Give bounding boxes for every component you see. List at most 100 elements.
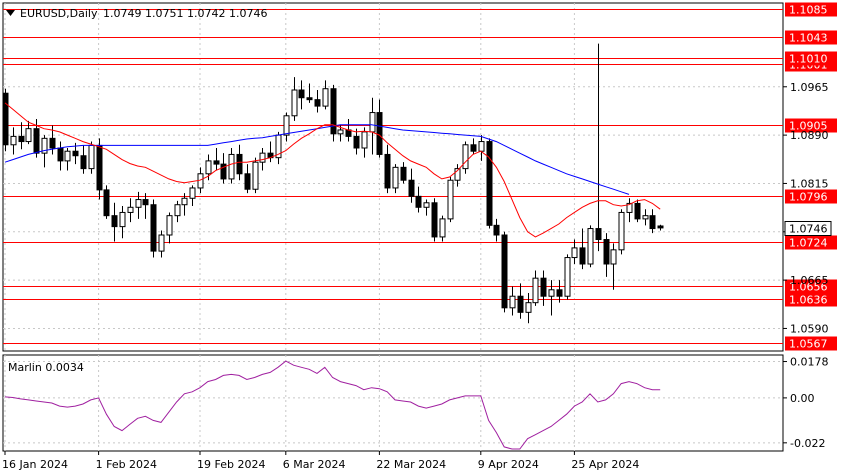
- price-axis-tick-label: 1.0965: [790, 81, 829, 94]
- candle-body-bullish: [259, 152, 266, 163]
- candle: [150, 199, 157, 258]
- date-axis-tick-label: 16 Jan 2024: [2, 458, 68, 471]
- candle-body-bullish: [642, 215, 649, 220]
- candle-body-bullish: [252, 161, 259, 190]
- candle: [111, 202, 118, 242]
- level-badge-label: 1.0905: [789, 120, 828, 133]
- candle-body-bullish: [25, 128, 32, 143]
- candle-body-bearish: [595, 228, 602, 241]
- ohlc-values: 1.0749 1.0751 1.0742 1.0746: [103, 7, 267, 20]
- price-axis-tick-label: 1.0665: [790, 274, 829, 287]
- candle-body-bullish: [205, 160, 212, 175]
- candle-body-bullish: [423, 202, 430, 208]
- level-badge-background: [785, 292, 837, 307]
- date-axis-tick-label: 9 Apr 2024: [478, 458, 539, 471]
- marlin-oscillator-polyline: [4, 360, 661, 450]
- candle: [384, 144, 391, 194]
- level-badge: 1.1043: [785, 30, 837, 45]
- indicator-plot-frame: [2, 354, 784, 452]
- candle-body-bearish: [517, 295, 524, 313]
- candle: [423, 199, 430, 216]
- candle: [353, 128, 360, 155]
- candle-body-bullish: [369, 112, 376, 133]
- candle: [493, 218, 500, 242]
- candle-body-bearish: [470, 144, 477, 152]
- candle-body-bullish: [548, 289, 555, 297]
- level-badge: 1.0567: [785, 336, 837, 351]
- candle: [634, 199, 641, 223]
- candle-body-bearish: [72, 150, 79, 157]
- candle-body-bullish: [439, 218, 446, 238]
- candle-body-bearish: [142, 199, 149, 206]
- candle: [556, 280, 563, 303]
- collapse-triangle-icon[interactable]: [6, 10, 15, 16]
- candle-body-bearish: [579, 247, 586, 265]
- candle-body-bullish: [291, 89, 298, 117]
- candle-body-bullish: [158, 234, 165, 252]
- date-axis-tick-label: 1 Feb 2024: [96, 458, 157, 471]
- candle: [337, 125, 344, 142]
- level-badge-label: 1.0796: [789, 191, 828, 204]
- candle-body-bullish: [322, 88, 329, 107]
- candle: [564, 254, 571, 300]
- candle-body-bearish: [376, 112, 383, 155]
- candle: [10, 127, 17, 155]
- candle-body-bullish: [88, 144, 95, 170]
- candle-body-bullish: [478, 141, 485, 152]
- level-badge-background: [785, 235, 837, 250]
- candle-body-bullish: [571, 247, 578, 259]
- candle: [486, 138, 493, 229]
- indicator-axis-tick-label: -0.022: [790, 437, 825, 450]
- candle-body-bullish: [337, 129, 344, 135]
- candle-body-bullish: [283, 115, 290, 136]
- candle-body-bullish: [64, 150, 71, 162]
- candle-body-bullish: [228, 153, 235, 180]
- candle-body-bullish: [361, 131, 368, 149]
- level-badge: 1.0724: [785, 235, 837, 250]
- candle: [41, 135, 48, 168]
- candle-body-bullish: [189, 187, 196, 199]
- candle-body-bullish: [564, 257, 571, 297]
- candle: [447, 177, 454, 223]
- level-badge-background: [785, 51, 837, 66]
- candle: [595, 43, 602, 252]
- candle: [322, 80, 329, 110]
- level-badge-label: 1.1043: [789, 32, 828, 45]
- level-badge-background: [785, 118, 837, 133]
- candle-body-bearish: [540, 277, 547, 297]
- candle-body-bearish: [657, 225, 664, 229]
- candle: [64, 148, 71, 171]
- candle: [298, 80, 305, 110]
- candle-body-bullish: [392, 166, 399, 189]
- candle-body-bullish: [127, 206, 134, 213]
- candle: [283, 112, 290, 142]
- candle: [540, 270, 547, 306]
- candle-body-bearish: [80, 155, 87, 170]
- candle: [415, 186, 422, 213]
- candle: [610, 243, 617, 290]
- candle-body-bearish: [306, 97, 313, 101]
- candle-body-bullish: [454, 168, 461, 181]
- candle-body-bullish: [181, 197, 188, 206]
- candle-body-bullish: [462, 144, 469, 170]
- candle: [166, 212, 173, 244]
- indicator-axis-tick-label: 0.0178: [790, 356, 829, 369]
- date-axis-tick-label: 22 Mar 2024: [376, 458, 446, 471]
- candle-body-bullish: [532, 277, 539, 304]
- main-grid: [3, 3, 783, 351]
- candle: [306, 83, 313, 103]
- date-axis-tick-label: 6 Mar 2024: [283, 458, 346, 471]
- candle-body-bearish: [49, 137, 56, 149]
- candle: [158, 230, 165, 258]
- moving-average-fast-line: [4, 102, 661, 238]
- price-axis-tick-label: 1.0815: [790, 177, 829, 190]
- candle-body-bearish: [634, 202, 641, 220]
- candle-body-bearish: [244, 173, 251, 190]
- candle: [2, 88, 9, 152]
- candle-body-bearish: [408, 179, 415, 197]
- candle: [618, 209, 625, 255]
- candle: [25, 120, 32, 145]
- candle: [501, 231, 508, 313]
- candle: [181, 193, 188, 216]
